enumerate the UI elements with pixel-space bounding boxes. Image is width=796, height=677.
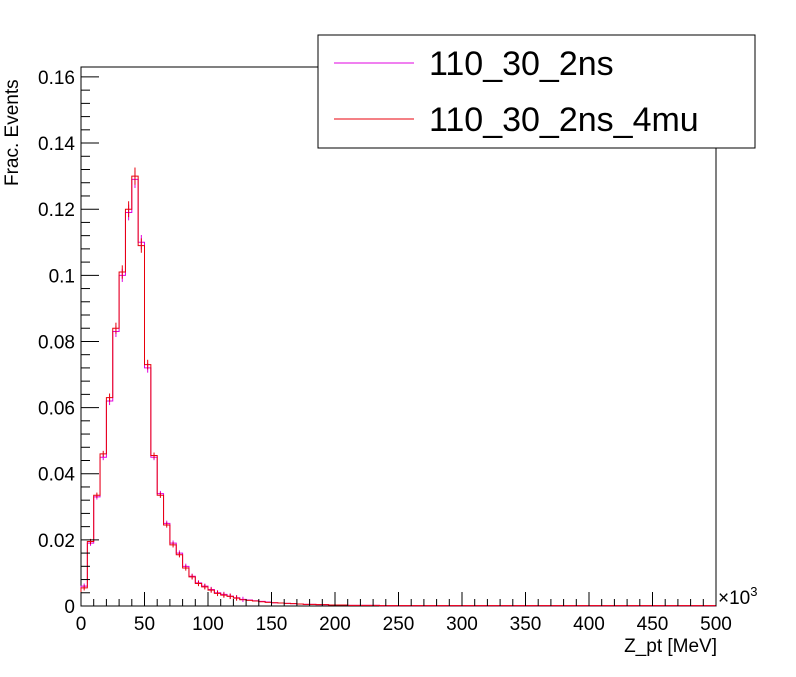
x-axis-multiplier-base: ×10 (718, 588, 750, 609)
series-layer (80, 167, 717, 607)
x-axis-label: Z_pt [MeV] (624, 636, 717, 657)
y-tick-label: 0.1 (49, 266, 75, 287)
x-tick-label: 400 (573, 614, 605, 635)
y-tick-label: 0.06 (38, 399, 75, 420)
y-tick-label: 0 (64, 597, 75, 618)
x-tick-label: 450 (637, 614, 669, 635)
x-tick-label: 300 (446, 614, 478, 635)
x-axis-multiplier-exponent: 3 (750, 584, 757, 599)
legend: 110_30_2ns 110_30_2ns_4mu (317, 34, 756, 149)
x-tick-label: 100 (192, 614, 224, 635)
y-tick-label: 0.12 (38, 200, 75, 221)
series-2 (80, 167, 717, 607)
legend-label: 110_30_2ns_4mu (429, 101, 699, 139)
x-tick-label: 150 (256, 614, 288, 635)
series-line (80, 175, 717, 607)
legend-box (317, 34, 756, 149)
series-1 (80, 170, 717, 607)
x-axis-multiplier: ×103 (718, 584, 757, 609)
x-tick-label: 500 (700, 614, 732, 635)
x-tick-label: 200 (319, 614, 351, 635)
y-tick-label: 0.04 (38, 465, 75, 486)
y-axis-label: Frac. Events (2, 79, 23, 186)
y-tick-label: 0.08 (38, 332, 75, 353)
x-tick-label: 250 (383, 614, 415, 635)
y-tick-label: 0.14 (38, 134, 75, 155)
series-line (80, 178, 717, 607)
legend-label: 110_30_2ns (429, 45, 614, 83)
y-tick-label: 0.02 (38, 531, 75, 552)
x-tick-label: 350 (510, 614, 542, 635)
x-tick-label: 50 (134, 614, 155, 635)
x-tick-label: 0 (76, 614, 87, 635)
axis-layer: 0 50 100 150 200 250 300 350 400 450 500 0 0.02 0.04 0… (38, 68, 732, 635)
y-tick-label: 0.16 (38, 68, 75, 89)
